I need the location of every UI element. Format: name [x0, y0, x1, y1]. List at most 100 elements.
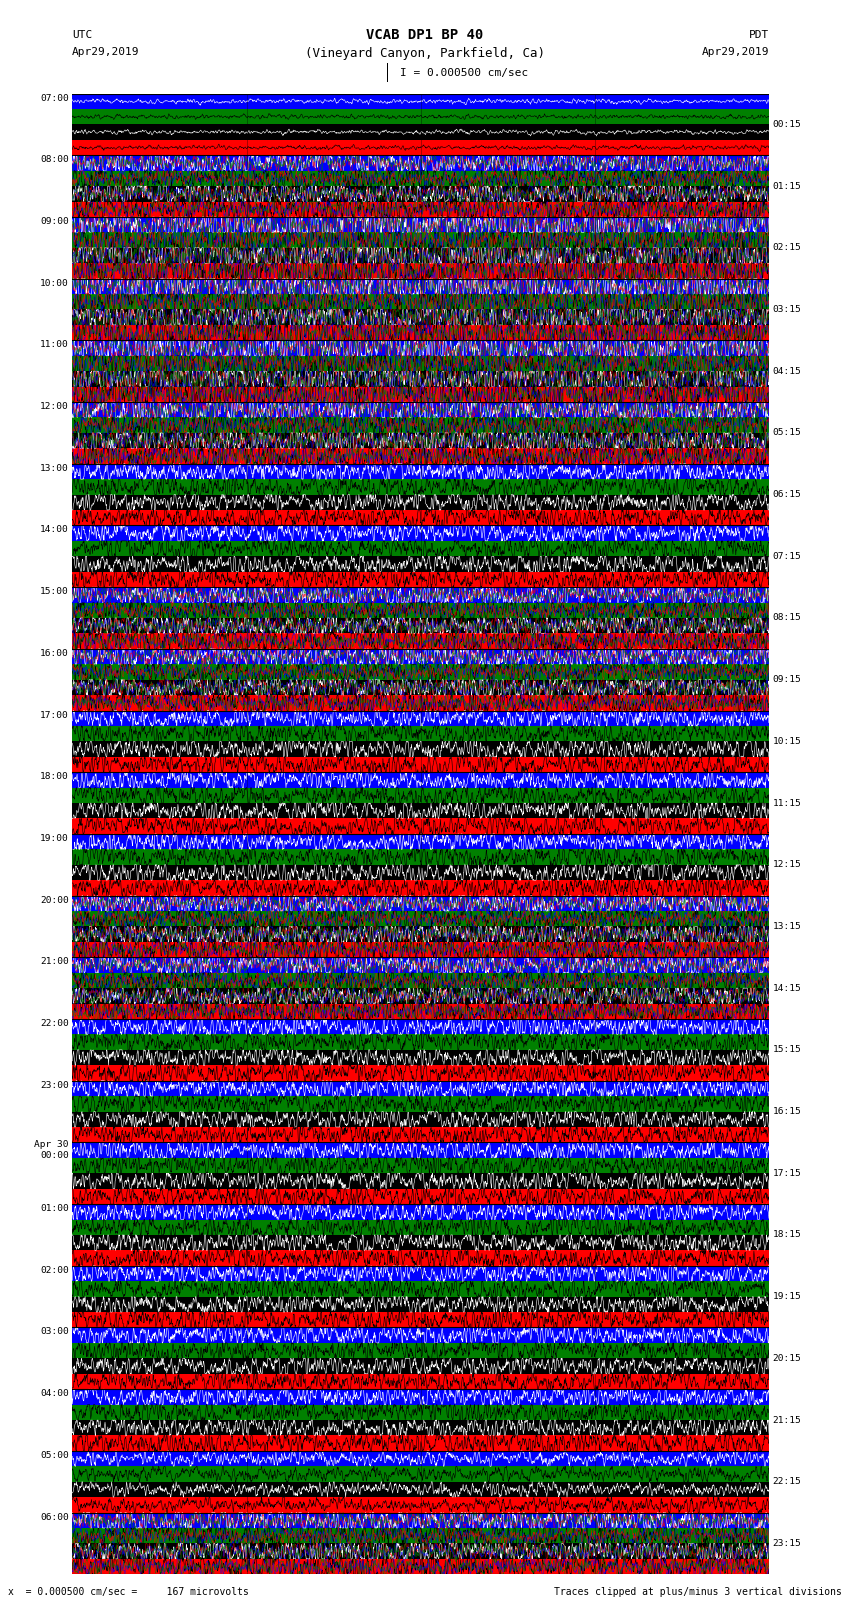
Text: 18:00: 18:00: [40, 773, 69, 781]
Bar: [72, 110, 769, 124]
Bar: [72, 1065, 769, 1081]
Bar: [72, 1097, 769, 1111]
Bar: [72, 1513, 769, 1528]
Bar: [72, 1219, 769, 1236]
Bar: [72, 202, 769, 218]
Bar: [72, 556, 769, 571]
Text: 03:00: 03:00: [40, 1327, 69, 1337]
Text: 02:00: 02:00: [40, 1266, 69, 1274]
Text: 23:15: 23:15: [773, 1539, 802, 1548]
Text: 09:15: 09:15: [773, 676, 802, 684]
Bar: [72, 402, 769, 418]
Text: VCAB DP1 BP 40: VCAB DP1 BP 40: [366, 29, 484, 42]
Bar: [72, 324, 769, 340]
Bar: [72, 510, 769, 526]
Text: 16:15: 16:15: [773, 1107, 802, 1116]
Bar: [72, 356, 769, 371]
Bar: [72, 232, 769, 248]
Bar: [72, 248, 769, 263]
Bar: [72, 1389, 769, 1405]
Bar: [72, 895, 769, 911]
Bar: [72, 1050, 769, 1065]
Bar: [72, 1466, 769, 1482]
Bar: [72, 1419, 769, 1436]
Bar: [72, 648, 769, 665]
Bar: [72, 926, 769, 942]
Bar: [72, 1297, 769, 1311]
Bar: [72, 1019, 769, 1034]
Text: 13:00: 13:00: [40, 465, 69, 473]
Bar: [72, 911, 769, 926]
Bar: [72, 279, 769, 294]
Bar: [72, 1266, 769, 1281]
Bar: [72, 495, 769, 510]
Text: 04:15: 04:15: [773, 366, 802, 376]
Bar: [72, 1558, 769, 1574]
Text: Traces clipped at plus/minus 3 vertical divisions: Traces clipped at plus/minus 3 vertical …: [553, 1587, 842, 1597]
Text: 17:15: 17:15: [773, 1169, 802, 1177]
Bar: [72, 540, 769, 556]
Text: 11:15: 11:15: [773, 798, 802, 808]
Bar: [72, 418, 769, 432]
Bar: [72, 294, 769, 310]
Bar: [72, 742, 769, 756]
Text: UTC: UTC: [72, 31, 93, 40]
Text: 15:15: 15:15: [773, 1045, 802, 1055]
Text: 12:15: 12:15: [773, 860, 802, 869]
Bar: [72, 310, 769, 324]
Text: 04:00: 04:00: [40, 1389, 69, 1398]
Bar: [72, 787, 769, 803]
Bar: [72, 942, 769, 957]
Bar: [72, 479, 769, 495]
Text: 19:00: 19:00: [40, 834, 69, 844]
Bar: [72, 587, 769, 603]
Text: 14:00: 14:00: [40, 526, 69, 534]
Bar: [72, 1452, 769, 1466]
Text: 12:00: 12:00: [40, 402, 69, 411]
Bar: [72, 756, 769, 773]
Bar: [72, 818, 769, 834]
Text: 21:00: 21:00: [40, 957, 69, 966]
Bar: [72, 865, 769, 881]
Bar: [72, 850, 769, 865]
Bar: [72, 973, 769, 989]
Bar: [72, 1142, 769, 1158]
Bar: [72, 1189, 769, 1203]
Text: PDT: PDT: [749, 31, 769, 40]
Text: 14:15: 14:15: [773, 984, 802, 992]
Bar: [72, 432, 769, 448]
Text: 01:00: 01:00: [40, 1203, 69, 1213]
Text: 02:15: 02:15: [773, 244, 802, 252]
Bar: [72, 94, 769, 110]
Bar: [72, 448, 769, 465]
Bar: [72, 124, 769, 140]
Text: 08:00: 08:00: [40, 155, 69, 165]
Text: 19:15: 19:15: [773, 1292, 802, 1302]
Text: 15:00: 15:00: [40, 587, 69, 597]
Text: 05:00: 05:00: [40, 1452, 69, 1460]
Bar: [72, 263, 769, 279]
Text: 10:00: 10:00: [40, 279, 69, 287]
Text: 18:15: 18:15: [773, 1231, 802, 1239]
Bar: [72, 155, 769, 171]
Bar: [72, 1358, 769, 1374]
Bar: [72, 526, 769, 540]
Bar: [72, 1327, 769, 1344]
Text: Apr 30
00:00: Apr 30 00:00: [34, 1140, 69, 1160]
Text: 22:15: 22:15: [773, 1478, 802, 1486]
Bar: [72, 989, 769, 1003]
Text: 06:15: 06:15: [773, 490, 802, 498]
Bar: [72, 340, 769, 356]
Text: Apr29,2019: Apr29,2019: [72, 47, 139, 56]
Bar: [72, 1173, 769, 1189]
Bar: [72, 1544, 769, 1558]
Bar: [72, 140, 769, 155]
Bar: [72, 1436, 769, 1452]
Bar: [72, 1344, 769, 1358]
Text: 07:00: 07:00: [40, 94, 69, 103]
Text: 11:00: 11:00: [40, 340, 69, 350]
Text: 17:00: 17:00: [40, 711, 69, 719]
Bar: [72, 1203, 769, 1219]
Bar: [72, 571, 769, 587]
Bar: [72, 634, 769, 648]
